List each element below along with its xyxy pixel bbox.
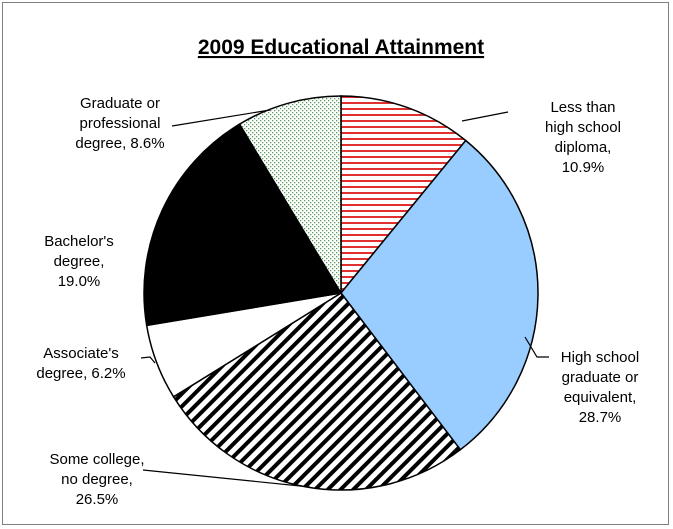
slice-label-line: graduate or [562, 369, 639, 386]
slice-label-line: 10.9% [562, 159, 605, 176]
slice-label-line: 19.0% [58, 273, 101, 290]
leader-line-5 [171, 109, 271, 127]
leader-line-2 [142, 469, 311, 488]
leader-lines [140, 109, 549, 488]
slice-label-line: professional [80, 115, 161, 132]
slice-label-line: Some college, [49, 451, 144, 468]
slice-label-3: Associate's degree, 6.2% [36, 345, 125, 382]
slice-label-5: Graduate or professional degree, 8.6% [75, 95, 164, 152]
slice-label-line: degree, 6.2% [36, 365, 125, 382]
slice-label-line: 26.5% [76, 491, 119, 508]
slice-label-line: 28.7% [579, 409, 622, 426]
pie-slice-1 [340, 139, 539, 451]
slice-label-line: Associate's [43, 345, 118, 362]
pie-slices [143, 95, 539, 491]
slice-label-2: Some college, no degree, 26.5% [49, 451, 144, 508]
pie-slice-0 [340, 95, 467, 296]
slice-label-line: equivalent, [564, 389, 637, 406]
slice-label-line: Less than [550, 99, 615, 116]
slice-label-line: Bachelor's [44, 233, 114, 250]
leader-line-3 [140, 356, 156, 364]
slice-label-line: diploma, [555, 139, 612, 156]
leader-line-0 [461, 111, 509, 122]
slice-label-line: high school [545, 119, 621, 136]
slice-label-line: no degree, [61, 471, 133, 488]
pie-slice-4 [143, 123, 343, 327]
chart-title: 2009 Educational Attainment [198, 36, 484, 59]
slice-label-line: degree, [54, 253, 105, 270]
slice-label-0: Less than high school diploma, 10.9% [545, 99, 621, 176]
slice-label-line: High school [561, 349, 639, 366]
slice-label-1: High school graduate or equivalent, 28.7% [561, 349, 639, 426]
slice-label-4: Bachelor's degree, 19.0% [44, 233, 114, 290]
leader-line-1 [524, 336, 549, 358]
slice-label-line: degree, 8.6% [75, 135, 164, 152]
slice-label-line: Graduate or [80, 95, 160, 112]
pie-slice-5 [238, 95, 342, 296]
slice-labels: Less than high school diploma, 10.9% High sc… [36, 95, 639, 508]
